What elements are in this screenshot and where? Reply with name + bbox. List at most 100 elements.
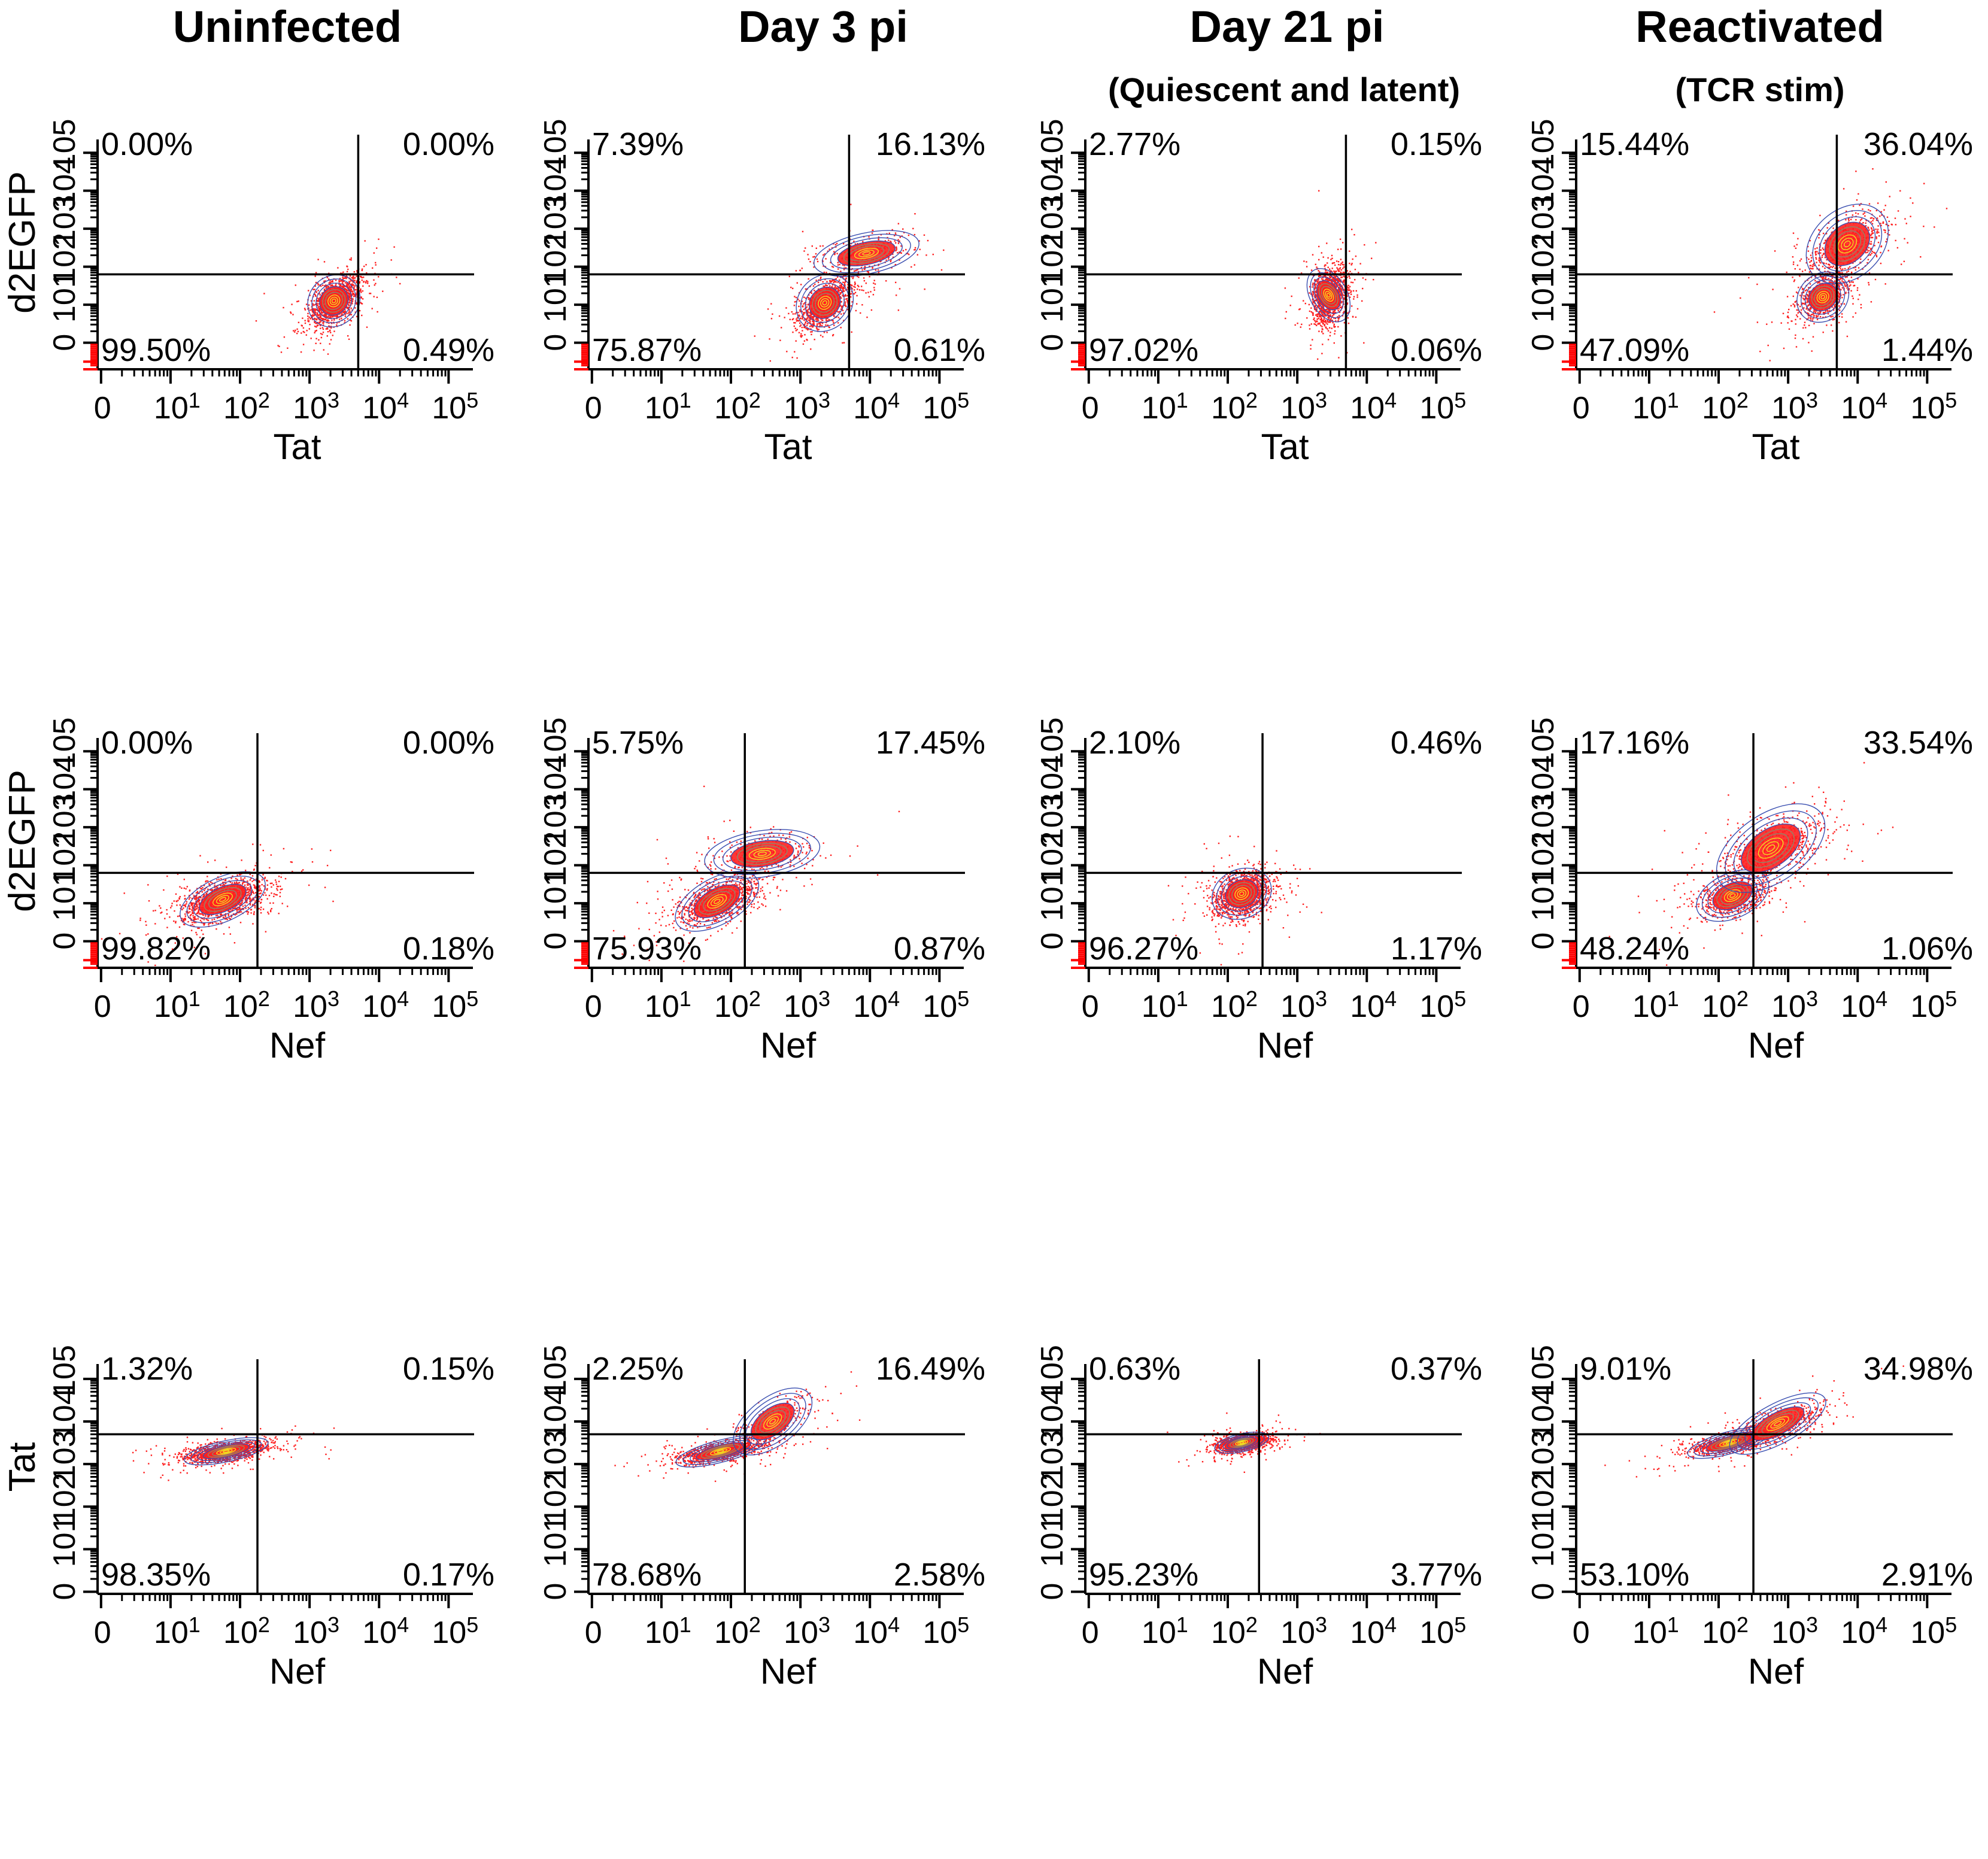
event-dot	[1885, 283, 1886, 284]
event-dot	[362, 290, 363, 291]
event-dot	[800, 324, 802, 326]
event-dot	[837, 322, 839, 323]
event-dot	[399, 283, 400, 284]
column-subtitle-reactivated: (TCR stim)	[1514, 73, 1988, 107]
event-dot	[382, 291, 383, 292]
event-dot	[859, 289, 860, 290]
event-dot	[895, 242, 896, 244]
event-dot	[836, 278, 837, 280]
event-dot	[1334, 330, 1336, 332]
event-dot	[1351, 263, 1352, 264]
y-tick-label: 0	[1035, 334, 1070, 351]
event-dot	[1340, 272, 1341, 273]
event-dot	[839, 264, 840, 265]
event-dot	[796, 297, 797, 298]
event-dot	[1319, 323, 1320, 324]
event-dot	[318, 284, 319, 285]
event-dot	[808, 299, 809, 300]
event-dot	[861, 269, 863, 271]
x-tick-exponent: 5	[957, 388, 969, 412]
event-dot	[825, 272, 827, 273]
event-dot	[307, 315, 308, 317]
event-dot	[917, 254, 918, 256]
event-dot	[1321, 326, 1322, 327]
event-dot	[1315, 287, 1316, 288]
event-dot	[854, 271, 855, 272]
x-tick-exponent: 1	[1176, 388, 1188, 412]
event-dot	[1783, 348, 1784, 349]
event-dot	[352, 299, 353, 300]
event-dot	[803, 344, 804, 345]
event-dot	[322, 312, 323, 313]
event-dot	[304, 308, 305, 309]
event-dot	[347, 271, 348, 272]
event-dot	[314, 300, 315, 301]
event-dot	[1795, 323, 1796, 324]
event-dot	[1340, 265, 1341, 266]
event-dot	[1300, 326, 1301, 327]
event-dot	[878, 239, 879, 240]
event-dot	[798, 306, 799, 307]
event-dot	[1802, 288, 1803, 290]
event-dot	[1322, 329, 1323, 330]
column-title-day3: Day 3 pi	[578, 5, 1069, 49]
event-dot	[296, 333, 298, 334]
event-dot	[851, 305, 852, 306]
event-dot	[325, 319, 326, 320]
event-dot	[1327, 257, 1328, 259]
event-dot	[1328, 318, 1330, 319]
event-dot	[294, 331, 295, 332]
event-dot	[838, 311, 839, 312]
event-dot	[328, 315, 329, 317]
event-dot	[1319, 319, 1321, 320]
event-dot	[846, 300, 848, 301]
event-dot	[1349, 251, 1350, 252]
event-dot	[303, 344, 304, 345]
event-dot	[315, 296, 316, 297]
event-dot	[1348, 323, 1349, 324]
event-dot	[320, 309, 321, 310]
event-dot	[798, 315, 799, 316]
event-dot	[872, 267, 873, 268]
event-dot	[1330, 335, 1331, 336]
event-dot	[825, 284, 826, 285]
event-dot	[808, 309, 809, 310]
event-dot	[335, 280, 336, 281]
event-dot	[1358, 272, 1359, 273]
event-dot	[802, 231, 803, 232]
event-dot	[869, 276, 870, 277]
event-dot	[290, 311, 291, 312]
event-dot	[895, 282, 896, 283]
event-dot	[306, 335, 307, 336]
event-dot	[817, 259, 818, 260]
event-dot	[850, 203, 851, 205]
event-dot	[376, 247, 377, 248]
event-dot	[1343, 264, 1344, 265]
event-dot	[322, 318, 323, 319]
event-dot	[1832, 315, 1833, 317]
event-dot	[320, 333, 321, 334]
event-dot	[1309, 292, 1310, 293]
event-dot	[837, 290, 839, 291]
event-dot	[1310, 345, 1311, 346]
event-dot	[914, 234, 915, 235]
event-dot	[302, 318, 303, 319]
event-dot	[1322, 320, 1323, 321]
event-dot	[1350, 282, 1352, 283]
event-dot	[803, 320, 805, 321]
event-dot	[898, 309, 899, 311]
event-dot	[1351, 229, 1352, 230]
event-dot	[868, 236, 869, 238]
event-dot	[1328, 339, 1329, 340]
event-dot	[806, 325, 808, 326]
event-dot	[767, 308, 769, 309]
event-dot	[1328, 330, 1329, 332]
event-dot	[375, 283, 376, 284]
event-dot	[1324, 315, 1325, 316]
event-dot	[833, 266, 834, 268]
event-dot	[354, 278, 355, 279]
event-dot	[842, 282, 843, 283]
event-dot	[1337, 326, 1339, 327]
event-dot	[875, 283, 876, 284]
